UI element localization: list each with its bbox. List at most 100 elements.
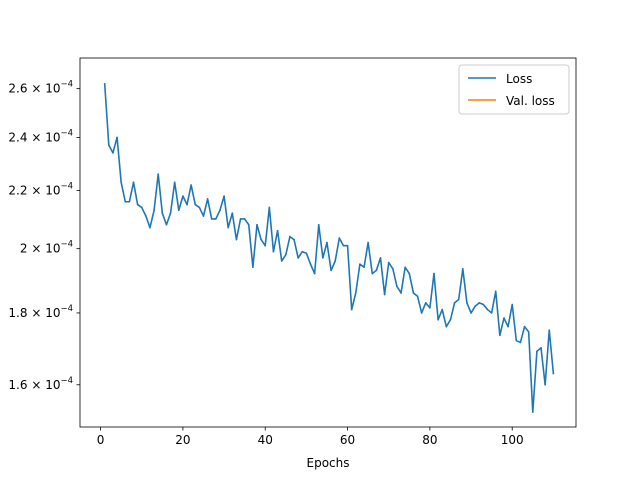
- data-point: [124, 200, 127, 203]
- data-point: [297, 257, 299, 259]
- y-tick-mantissa: 2.6: [8, 82, 27, 96]
- data-point: [354, 292, 357, 294]
- data-point: [519, 341, 522, 344]
- y-tick-label: 2.2 × 10−4: [8, 182, 73, 198]
- axes-frame: [79, 57, 577, 428]
- y-tick-mantissa: 2: [20, 242, 28, 256]
- data-point: [433, 272, 435, 275]
- data-point: [424, 302, 427, 304]
- data-point: [379, 257, 382, 259]
- data-point: [177, 209, 180, 212]
- data-point: [515, 339, 518, 342]
- y-tick-exponent: −4: [60, 80, 73, 90]
- data-point: [227, 226, 229, 229]
- data-point: [313, 272, 316, 275]
- y-tick-exponent: −4: [60, 304, 73, 314]
- y-tick-times-ten: × 10: [28, 82, 61, 96]
- data-point: [103, 83, 106, 85]
- y-tick-label: 2.6 × 10−4: [8, 80, 73, 96]
- data-point: [462, 268, 464, 270]
- data-point: [260, 238, 262, 241]
- data-point: [231, 212, 234, 214]
- data-point: [285, 254, 287, 256]
- data-point: [132, 181, 135, 184]
- data-point: [400, 292, 402, 294]
- data-point: [350, 308, 353, 311]
- data-point: [219, 209, 221, 212]
- y-tick-label: 2 × 10−4: [20, 240, 73, 256]
- data-point: [371, 272, 374, 275]
- data-point: [153, 209, 155, 212]
- data-point: [429, 307, 431, 309]
- data-point: [470, 312, 472, 314]
- data-point: [202, 215, 205, 217]
- data-point: [252, 266, 254, 269]
- data-point: [289, 235, 291, 238]
- data-point: [293, 238, 295, 241]
- x-tick-label: 60: [340, 433, 355, 447]
- y-tick-label: 1.6 × 10−4: [8, 376, 73, 392]
- data-point: [264, 244, 267, 247]
- data-point: [186, 203, 188, 206]
- data-point: [235, 238, 238, 241]
- data-point: [437, 318, 439, 321]
- x-tick-label: 0: [97, 433, 105, 447]
- data-point: [375, 269, 378, 272]
- data-point: [392, 268, 394, 270]
- data-point: [494, 290, 497, 293]
- data-point: [136, 203, 139, 206]
- data-point: [367, 241, 369, 244]
- data-point: [161, 212, 164, 214]
- x-ticks: 0 20 40 60 80 100: [97, 427, 524, 447]
- data-point: [536, 350, 538, 353]
- legend-label: Val. loss: [506, 94, 555, 108]
- data-point: [301, 250, 304, 253]
- data-point: [206, 198, 209, 200]
- x-axis-label: Epochs: [307, 456, 350, 470]
- data-point: [326, 241, 328, 244]
- data-point: [210, 218, 213, 220]
- data-point: [416, 295, 419, 298]
- data-point: [482, 303, 485, 306]
- x-tick-label: 80: [422, 433, 437, 447]
- data-point: [342, 244, 345, 247]
- data-point: [453, 302, 456, 304]
- data-point: [503, 317, 505, 319]
- data-point: [317, 223, 320, 226]
- data-point: [445, 325, 448, 328]
- data-point: [346, 244, 349, 247]
- data-point: [486, 308, 489, 311]
- legend: Loss Val. loss: [458, 64, 570, 115]
- data-point: [544, 383, 546, 386]
- y-tick-mantissa: 1.6: [8, 378, 27, 392]
- y-tick-exponent: −4: [60, 240, 73, 250]
- data-point: [408, 272, 411, 275]
- data-point: [466, 302, 468, 304]
- data-point: [268, 206, 271, 209]
- data-point: [190, 184, 192, 186]
- y-tick-label: 1.8 × 10−4: [8, 304, 73, 320]
- data-point: [276, 229, 279, 232]
- x-tick-label: 40: [258, 433, 273, 447]
- data-point: [165, 223, 168, 226]
- data-point: [157, 173, 160, 175]
- data-point: [449, 318, 452, 321]
- data-point: [108, 144, 110, 146]
- data-point: [256, 223, 258, 226]
- data-point: [215, 218, 217, 220]
- data-point: [330, 269, 332, 272]
- data-point: [112, 152, 114, 154]
- data-point: [145, 215, 147, 217]
- data-point: [507, 325, 509, 328]
- data-point: [523, 325, 526, 328]
- data-point: [474, 305, 476, 308]
- data-point: [243, 218, 246, 220]
- y-tick-mantissa: 2.4: [8, 130, 27, 144]
- data-point: [383, 293, 386, 296]
- data-point: [280, 260, 283, 262]
- data-point: [478, 302, 481, 304]
- data-point: [511, 303, 513, 306]
- data-point: [149, 226, 151, 229]
- y-tick-exponent: −4: [60, 128, 73, 138]
